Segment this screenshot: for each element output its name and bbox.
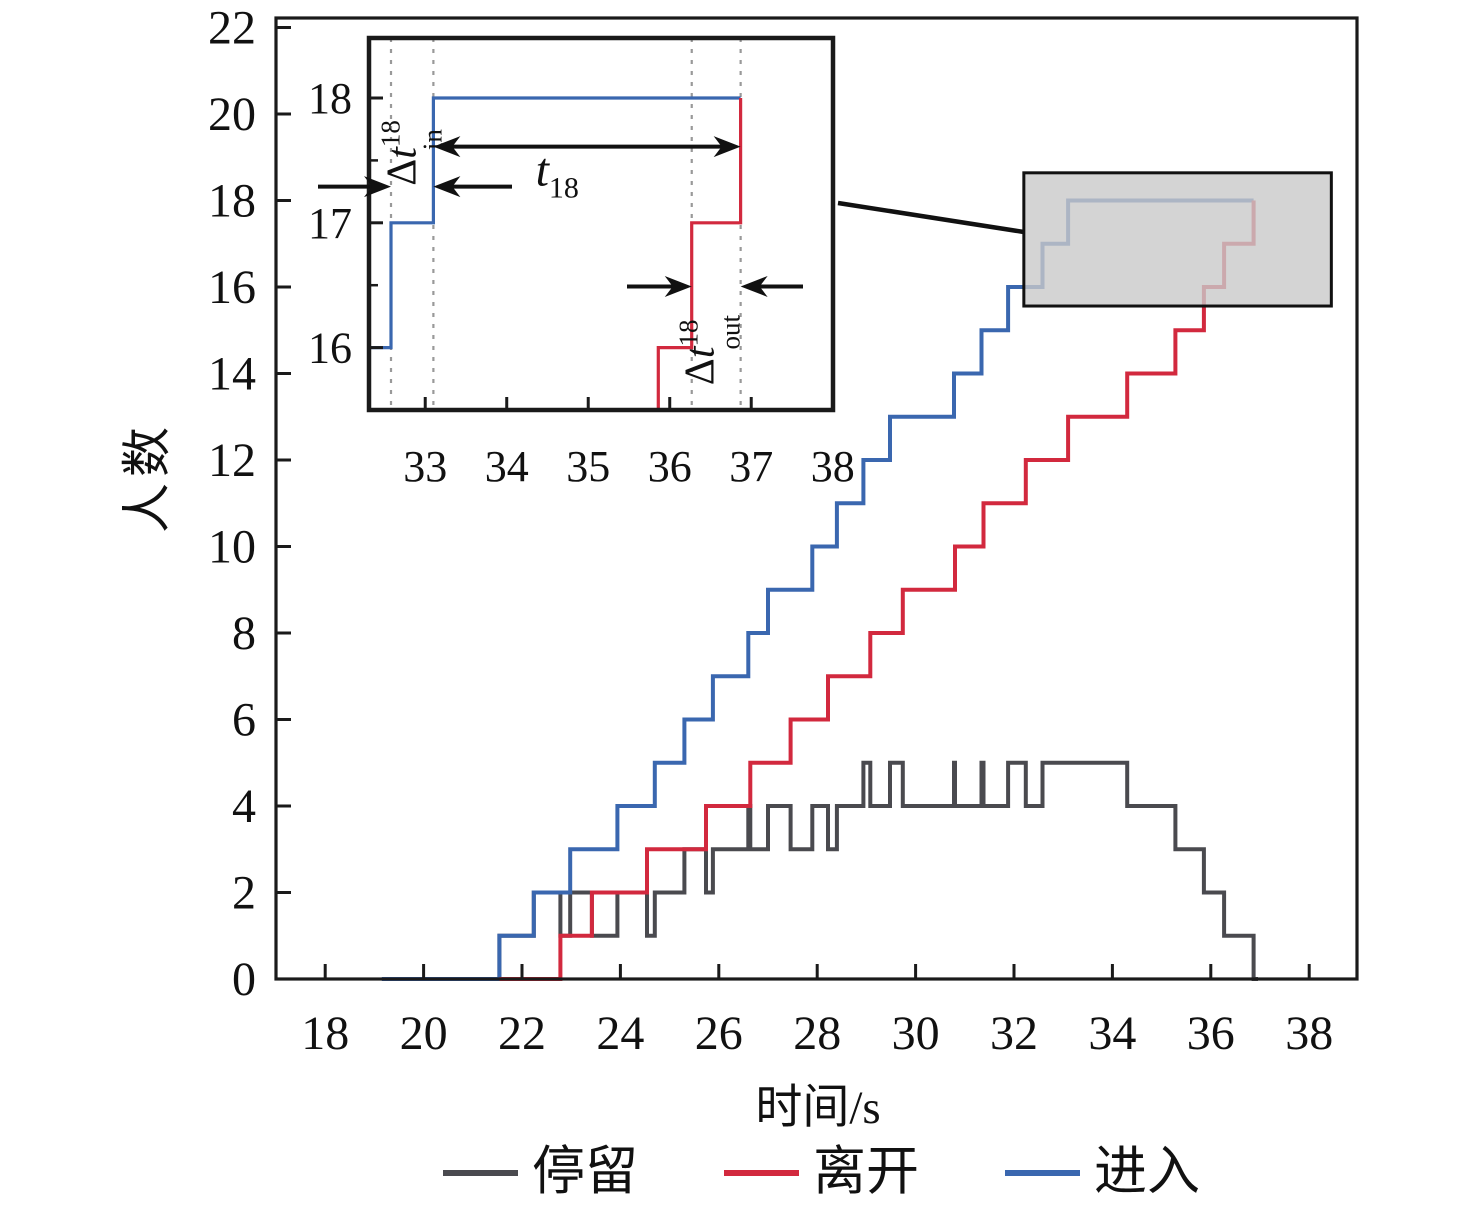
stay-line — [497, 760, 1258, 981]
enter-line-swatch — [1005, 1169, 1080, 1176]
inset-x-tick-label: 37 — [729, 442, 773, 491]
x-tick-label: 26 — [695, 1007, 743, 1060]
t18-arrow-right-head — [713, 136, 741, 158]
inset-x-tick-label: 36 — [648, 442, 692, 491]
x-tick-label: 24 — [596, 1007, 644, 1060]
y-tick-label: 2 — [232, 867, 256, 920]
inset-series — [369, 38, 743, 410]
dt-out-left-arrow-head — [664, 275, 692, 297]
x-tick-label: 32 — [990, 1007, 1038, 1060]
inset-background — [369, 38, 833, 410]
highlight-rect — [1022, 171, 1333, 308]
legend-item-enter: 进入 — [1005, 1146, 1200, 1199]
inset-x-tick-label: 38 — [811, 442, 855, 491]
inset-leave-line — [656, 98, 743, 410]
y-tick-label: 20 — [208, 88, 256, 141]
inset-y-tick-label: 16 — [308, 324, 352, 373]
t18-arrow-left-head — [433, 136, 461, 158]
x-tick-label: 28 — [793, 1007, 841, 1060]
x-tick-label: 18 — [301, 1007, 349, 1060]
dt-in-right-arrow-head — [433, 176, 461, 198]
legend-label-leave: 离开 — [813, 1143, 919, 1201]
inset-x-tick-label: 34 — [485, 442, 529, 491]
callout-line — [837, 200, 1025, 235]
y-tick-label: 14 — [208, 348, 256, 401]
legend: 停留 离开 进入 — [443, 1146, 1200, 1199]
x-tick-label: 30 — [892, 1007, 940, 1060]
legend-label-stay: 停留 — [532, 1143, 638, 1201]
dt-out-label: Δt18 out — [674, 315, 746, 386]
y-tick-label: 4 — [232, 780, 256, 833]
y-tick-label: 6 — [232, 694, 256, 747]
inset-y-tick-label: 17 — [308, 199, 352, 248]
dt-in-label: Δt18 in — [375, 120, 447, 186]
stay-line-swatch — [443, 1169, 518, 1176]
leave-line-swatch — [724, 1169, 799, 1176]
t18-label: t18 — [536, 143, 579, 204]
x-tick-label: 36 — [1187, 1007, 1235, 1060]
legend-item-leave: 离开 — [724, 1146, 919, 1199]
inset-x-tick-label: 35 — [566, 442, 610, 491]
legend-label-enter: 进入 — [1094, 1143, 1200, 1201]
legend-item-stay: 停留 — [443, 1146, 638, 1199]
y-tick-label: 18 — [208, 175, 256, 228]
inset-enter-line — [369, 96, 741, 350]
y-tick-label: 0 — [232, 953, 256, 1006]
x-axis-title: 时间/s — [755, 1082, 881, 1134]
x-tick-label: 20 — [400, 1007, 448, 1060]
leave-line — [499, 200, 1256, 981]
dt-out-right-arrow-head — [740, 275, 768, 297]
x-tick-label: 34 — [1088, 1007, 1136, 1060]
y-tick-label: 12 — [208, 434, 256, 487]
y-tick-label: 8 — [232, 607, 256, 660]
x-tick-label: 38 — [1285, 1007, 1333, 1060]
y-axis-title: 人数 — [119, 421, 175, 533]
inset-y-tick-label: 18 — [308, 74, 352, 123]
inset-x-tick-label: 33 — [403, 442, 447, 491]
y-tick-label: 22 — [208, 2, 256, 55]
enter-line — [381, 198, 1254, 981]
y-tick-label: 16 — [208, 261, 256, 314]
y-tick-label: 10 — [208, 521, 256, 574]
x-tick-label: 22 — [498, 1007, 546, 1060]
dt-in-left-arrow-head — [364, 176, 392, 198]
